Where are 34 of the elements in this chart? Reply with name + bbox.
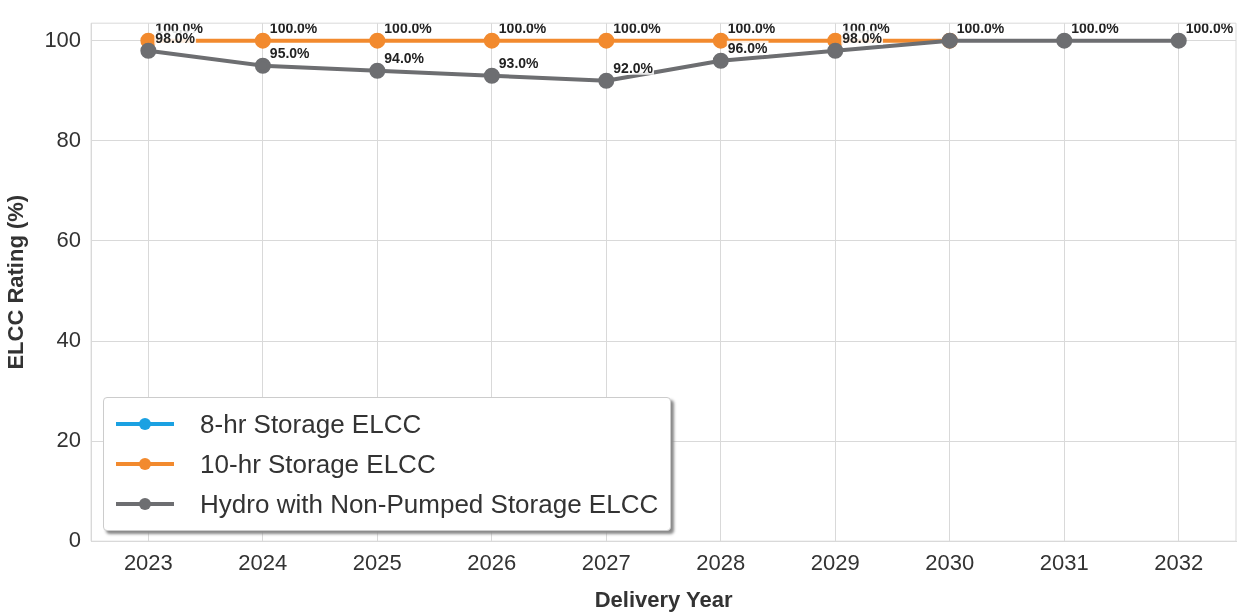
y-tick-label: 40	[56, 327, 82, 353]
data-label: 94.0%	[384, 49, 425, 66]
x-tick-label: 2032	[1154, 550, 1204, 576]
legend-label: Hydro with Non-Pumped Storage ELCC	[200, 488, 659, 520]
y-tick-label: 100	[44, 26, 82, 52]
data-label: 100.0%	[384, 19, 433, 36]
x-tick-label: 2024	[238, 550, 288, 576]
data-label: 100.0%	[1071, 19, 1120, 36]
data-label: 96.0%	[727, 39, 769, 56]
legend-label: 10-hr Storage ELCC	[200, 448, 436, 480]
y-tick-label: 80	[56, 126, 82, 152]
x-axis-title: Delivery Year	[594, 586, 733, 612]
x-tick-label: 2029	[810, 550, 860, 576]
data-label: 100.0%	[269, 19, 318, 36]
y-tick-label: 20	[56, 427, 82, 453]
y-tick-label: 0	[68, 527, 82, 553]
x-tick-label: 2026	[467, 550, 517, 576]
data-label: 93.0%	[498, 54, 540, 71]
y-tick-label: 60	[56, 226, 82, 252]
data-label: 100.0%	[1185, 19, 1234, 36]
data-label: 100.0%	[498, 19, 547, 36]
data-label: 100.0%	[727, 19, 776, 36]
y-axis-title: ELCC Rating (%)	[3, 194, 29, 370]
x-tick-label: 2031	[1039, 550, 1089, 576]
x-tick-label: 2030	[925, 550, 975, 576]
x-tick-label: 2023	[123, 550, 173, 576]
data-label: 100.0%	[956, 19, 1005, 36]
x-tick-label: 2027	[581, 550, 631, 576]
legend-label: 8-hr Storage ELCC	[200, 408, 422, 440]
x-tick-label: 2028	[696, 550, 746, 576]
data-label: 95.0%	[269, 44, 311, 61]
data-label: 100.0%	[613, 19, 662, 36]
data-label: 92.0%	[613, 59, 654, 76]
x-tick-label: 2025	[352, 550, 402, 576]
